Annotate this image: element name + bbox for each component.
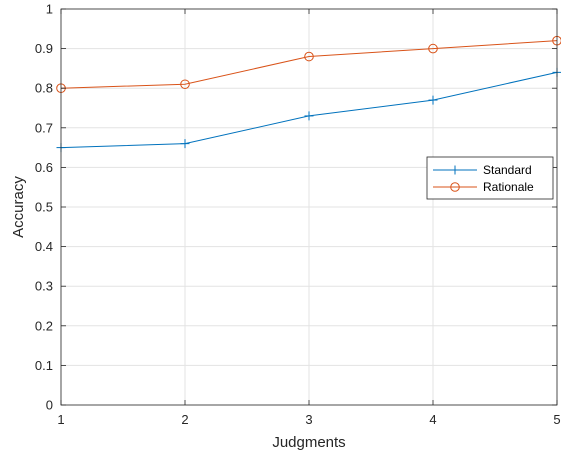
y-tick-label: 0 xyxy=(46,398,53,413)
y-tick-label: 0.7 xyxy=(35,120,53,135)
data-point xyxy=(180,139,190,149)
y-tick-label: 1 xyxy=(46,2,53,17)
legend-marker xyxy=(450,165,460,175)
legend: Standard Rationale xyxy=(426,156,554,200)
x-tick-label: 1 xyxy=(57,412,64,427)
data-point xyxy=(304,51,314,62)
x-axis-label: Judgments xyxy=(272,434,345,451)
y-axis-label: Accuracy xyxy=(10,176,27,238)
legend-box xyxy=(426,156,554,200)
y-tick-label: 0.4 xyxy=(35,239,53,254)
legend-label: Standard xyxy=(483,163,532,177)
y-tick-label: 0.9 xyxy=(35,41,53,56)
y-tick-label: 0.2 xyxy=(35,318,53,333)
data-point xyxy=(428,95,438,105)
y-tick-label: 0.3 xyxy=(35,279,53,294)
series-layer xyxy=(56,35,561,153)
axis-ticks: 0 0.1 0.2 0.3 0.4 0.5 0.6 0.7 0.8 0.9 1 1 2 3 4 5 xyxy=(35,2,561,428)
x-tick-label: 3 xyxy=(305,412,312,427)
y-tick-label: 0.5 xyxy=(35,200,53,215)
y-tick-label: 0.8 xyxy=(35,81,53,96)
y-tick-label: 0.6 xyxy=(35,160,53,175)
series-line xyxy=(60,40,558,89)
x-tick-label: 4 xyxy=(429,412,436,427)
legend-marker xyxy=(450,182,460,192)
data-point xyxy=(428,43,438,54)
y-tick-label: 0.1 xyxy=(35,358,53,373)
x-tick-label: 2 xyxy=(181,412,188,427)
x-tick-label: 5 xyxy=(553,412,560,427)
data-point xyxy=(304,111,314,121)
legend-label: Rationale xyxy=(483,180,534,194)
data-point xyxy=(180,79,190,90)
